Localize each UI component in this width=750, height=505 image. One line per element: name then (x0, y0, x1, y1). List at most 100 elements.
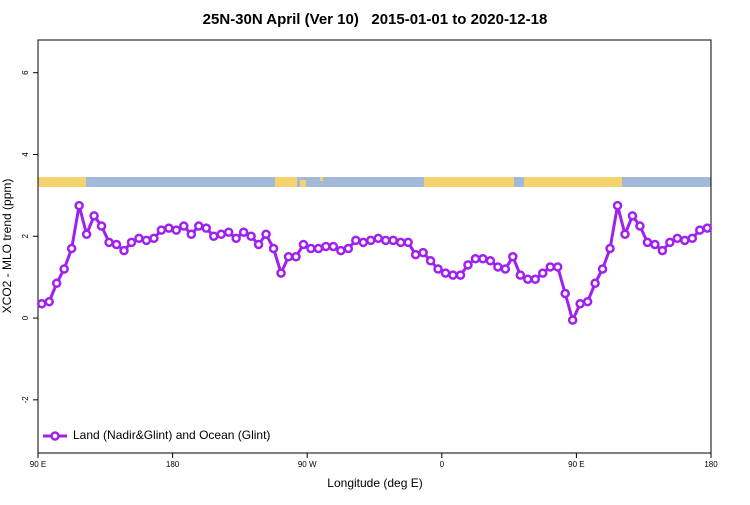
y-tick-label: -2 (21, 396, 30, 404)
data-point (164, 223, 174, 233)
legend-label: Land (Nadir&Glint) and Ocean (Glint) (73, 428, 270, 442)
data-point (328, 241, 339, 252)
data-point (74, 200, 84, 211)
data-point (366, 235, 376, 246)
data-point (59, 264, 69, 274)
data-point (665, 237, 675, 248)
data-point (515, 270, 526, 280)
data-point (440, 268, 451, 278)
data-point (358, 237, 369, 248)
data-point (373, 233, 383, 244)
data-point (650, 239, 660, 250)
data-point (493, 262, 503, 272)
data-point (186, 229, 197, 239)
y-tick-label: 0 (21, 315, 30, 320)
data-point (96, 221, 107, 231)
data-point (36, 298, 47, 309)
data-point (246, 231, 256, 242)
data-point (81, 229, 92, 239)
data-point (171, 225, 182, 235)
data-point (463, 260, 473, 270)
x-tick-label: 90 E (30, 460, 46, 469)
data-point (560, 288, 570, 299)
data-point (575, 298, 585, 309)
data-point (298, 239, 309, 250)
data-point (216, 229, 226, 239)
data-point (635, 221, 645, 231)
data-point (238, 227, 249, 237)
data-point (119, 245, 129, 256)
data-point (695, 225, 705, 235)
data-point (605, 243, 615, 254)
data-point (552, 262, 563, 272)
data-point (179, 221, 189, 231)
data-point (276, 268, 286, 278)
x-tick-label: 90 E (568, 460, 584, 469)
chart-title: 25N-30N April (Ver 10) 2015-01-01 to 202… (203, 11, 548, 28)
data-point (687, 233, 698, 244)
data-point (66, 243, 77, 254)
data-point (111, 239, 122, 250)
data-point (201, 223, 211, 233)
data-point (523, 274, 533, 284)
data-point (612, 200, 623, 211)
data-point (567, 315, 578, 325)
data-point (627, 211, 638, 221)
data-point (126, 237, 137, 248)
data-point (418, 247, 428, 258)
x-tick-label: 0 (440, 460, 445, 469)
data-point (321, 241, 331, 252)
data-point (336, 245, 346, 256)
data-point (134, 233, 144, 244)
data-point (508, 251, 518, 262)
data-point (89, 211, 99, 221)
data-point (141, 235, 152, 246)
data-point (702, 223, 713, 233)
data-point (261, 229, 271, 239)
legend-marker (50, 431, 60, 441)
data-point (478, 254, 488, 264)
data-point (149, 233, 159, 244)
data-point (231, 233, 241, 244)
data-point (582, 296, 593, 307)
data-point (44, 296, 54, 307)
data-point (680, 235, 690, 246)
data-point (448, 270, 458, 280)
data-point (538, 268, 548, 278)
data-point (425, 256, 436, 266)
data-point (156, 225, 167, 235)
data-point (388, 235, 398, 246)
data-point (283, 251, 294, 262)
data-point (194, 221, 204, 231)
plot-frame (37, 39, 712, 454)
x-axis-label: Longitude (deg E) (327, 476, 422, 490)
data-point (485, 256, 496, 266)
x-tick-label: 180 (704, 460, 718, 469)
data-point (530, 274, 541, 284)
data-point (657, 245, 668, 256)
data-point (306, 243, 316, 254)
data-point (351, 235, 361, 246)
data-point (620, 229, 630, 239)
y-tick-label: 4 (21, 152, 30, 157)
data-point (590, 278, 600, 289)
data-point (455, 270, 466, 280)
data-point (104, 237, 114, 248)
y-axis-label: XCO2 - MLO trend (ppm) (0, 179, 14, 314)
data-point (597, 264, 608, 274)
data-point (223, 227, 234, 237)
data-line (41, 205, 708, 325)
data-point (545, 262, 555, 272)
data-point (253, 239, 264, 250)
data-point (208, 231, 219, 242)
data-point (410, 249, 421, 260)
data-point (380, 235, 391, 246)
data-point (433, 264, 443, 274)
data-point (500, 264, 511, 274)
data-point (313, 243, 324, 254)
data-point (343, 243, 354, 254)
data-point (268, 243, 279, 254)
data-point (672, 233, 683, 244)
data-point (642, 237, 653, 248)
